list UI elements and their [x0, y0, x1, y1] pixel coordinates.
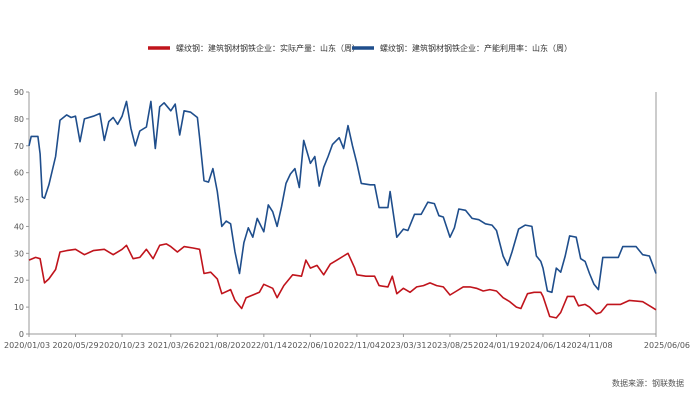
y-tick-label: 70 — [14, 142, 24, 151]
y-tick-label: 0 — [19, 330, 24, 339]
y-tick-label: 10 — [14, 303, 24, 312]
y-tick-label: 40 — [14, 222, 24, 231]
x-tick-label: 2024/01/19 — [473, 341, 519, 350]
x-tick-label: 2020/05/29 — [52, 341, 98, 350]
y-tick-label: 60 — [14, 169, 24, 178]
y-tick-label: 50 — [14, 196, 24, 205]
y-tick-label: 20 — [14, 276, 24, 285]
y-tick-label: 30 — [14, 249, 24, 258]
x-tick-label: 2023/08/25 — [427, 341, 473, 350]
y-tick-label: 90 — [14, 88, 24, 97]
x-tick-label: 2022/06/10 — [287, 341, 333, 350]
y-axis-ticks: 0 10 20 30 40 50 60 70 80 90 — [14, 88, 29, 339]
x-tick-label: 2022/01/14 — [241, 341, 287, 350]
x-tick-label: 2024/06/14 — [520, 341, 566, 350]
source-note: 数据来源：钢联数据 — [612, 378, 684, 388]
legend: 螺纹钢：建筑钢材钢铁企业：实际产量：山东（周） 螺纹钢：建筑钢材钢铁企业：产能利… — [148, 43, 572, 53]
x-tick-label: 2020/01/03 — [4, 341, 50, 350]
series-line-production — [28, 243, 657, 319]
series-line-utilization — [28, 100, 657, 294]
x-tick-label: 2023/03/31 — [380, 341, 426, 350]
series-lines — [28, 100, 657, 319]
x-tick-label: 2025/06/06 — [644, 341, 690, 350]
x-axis-ticks: 2020/01/03 2020/05/29 2020/10/23 2021/03/26… — [4, 334, 690, 350]
x-tick-label: 2024/11/08 — [566, 341, 612, 350]
y-tick-label: 80 — [14, 115, 24, 124]
axes — [28, 92, 657, 335]
x-tick-label: 2021/08/20 — [194, 341, 240, 350]
x-tick-label: 2021/03/26 — [148, 341, 194, 350]
x-tick-label: 2020/10/23 — [99, 341, 145, 350]
legend-label-utilization: 螺纹钢：建筑钢材钢铁企业：产能利用率：山东（周） — [380, 43, 572, 53]
x-tick-label: 2022/11/04 — [334, 341, 380, 350]
legend-label-production: 螺纹钢：建筑钢材钢铁企业：实际产量：山东（周） — [176, 43, 360, 53]
